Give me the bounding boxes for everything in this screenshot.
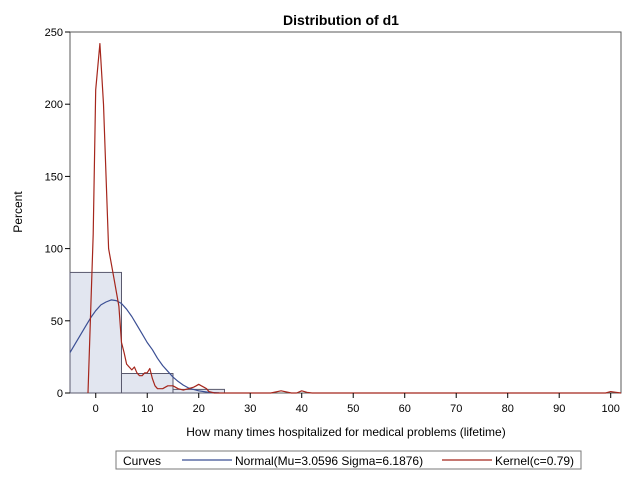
x-tick-label: 80 [502,403,514,415]
kernel-curve [87,42,622,394]
histogram-bar [69,271,122,394]
x-tick-label: 40 [296,403,308,415]
x-tick-label: 60 [399,403,411,415]
legend-label-kernel: Kernel(c=0.79) [495,454,574,468]
x-tick-label: 30 [244,403,256,415]
density-curves [69,42,622,394]
x-tick-label: 90 [553,403,565,415]
x-tick-label: 10 [141,403,153,415]
x-axis: 0 10 20 30 40 50 60 70 80 90 100 [93,393,620,415]
y-tick-label: 200 [45,99,63,111]
legend-label-normal: Normal(Mu=3.0596 Sigma=6.1876) [235,454,423,468]
chart-title: Distribution of d1 [283,12,399,28]
x-tick-label: 20 [193,403,205,415]
y-tick-label: 50 [51,316,63,328]
y-tick-label: 150 [45,171,63,183]
legend: Curves Normal(Mu=3.0596 Sigma=6.1876) Ke… [115,450,582,470]
plot-frame [69,31,622,394]
histogram-bar [120,373,174,394]
y-axis: 0 50 100 150 200 250 [45,27,70,400]
x-tick-label: 100 [602,403,620,415]
histogram-bars [69,271,225,394]
x-tick-label: 70 [450,403,462,415]
y-tick-label: 250 [45,27,63,39]
y-axis-label: Percent [11,191,25,233]
x-axis-label: How many times hospitalized for medical … [186,425,505,439]
x-tick-label: 0 [93,403,99,415]
legend-title: Curves [123,454,161,468]
y-tick-label: 100 [45,244,63,256]
x-tick-label: 50 [347,403,359,415]
normal-curve [69,299,220,394]
legend-box [115,450,582,470]
y-tick-label: 0 [57,388,63,400]
